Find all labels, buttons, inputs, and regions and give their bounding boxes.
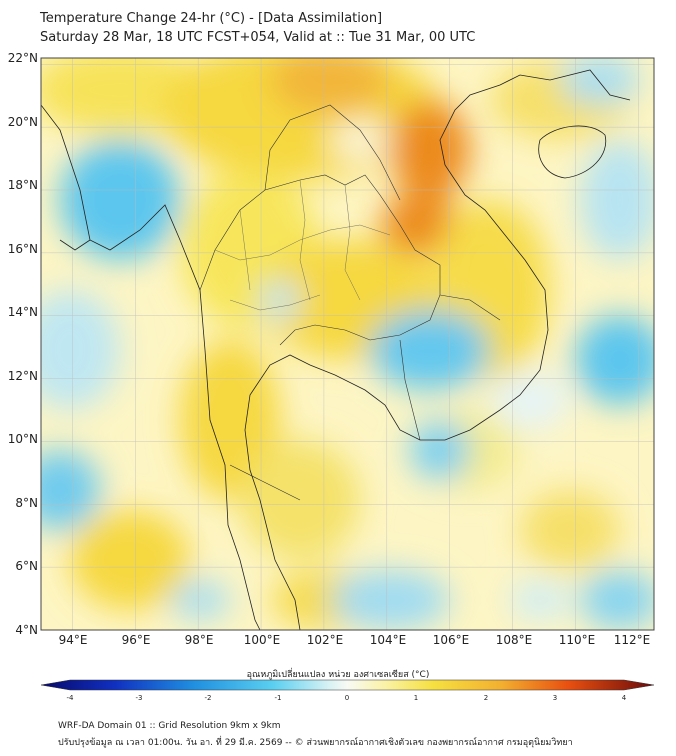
lat-label: 20°N: [7, 115, 38, 129]
colorbar-tick: -3: [135, 694, 143, 702]
colorbar-tick: 1: [413, 694, 419, 702]
lon-label: 104°E: [369, 633, 407, 647]
lon-label: 102°E: [306, 633, 344, 647]
colorbar-tick: 3: [552, 694, 558, 702]
lon-label: 96°E: [121, 633, 151, 647]
colorbar-label: อุณหภูมิเปลี่ยนแปลง หน่วย องศาเซลเซียส (…: [246, 670, 430, 680]
lat-label: 14°N: [7, 305, 38, 319]
footer-model-info: WRF-DA Domain 01 :: Grid Resolution 9km …: [58, 721, 281, 731]
temperature-field: [41, 58, 654, 630]
map-subtitle: Saturday 28 Mar, 18 UTC FCST+054, Valid …: [40, 30, 476, 45]
footer-credit: ปรับปรุงข้อมูล ณ เวลา 01:00น. วัน อา. ที…: [58, 738, 573, 748]
lat-label: 6°N: [15, 559, 38, 573]
lat-label: 4°N: [15, 623, 38, 637]
colorbar-tick: -1: [274, 694, 282, 702]
colorbar-tick: -2: [204, 694, 212, 702]
lat-label: 18°N: [7, 178, 38, 192]
lat-label: 12°N: [7, 369, 38, 383]
colorbar-tick: 4: [621, 694, 627, 702]
lon-label: 112°E: [613, 633, 651, 647]
colorbar-tick: 2: [483, 694, 489, 702]
coastlines: [41, 69, 631, 630]
lon-label: 106°E: [432, 633, 470, 647]
lat-label: 8°N: [15, 496, 38, 510]
map-graticule: [41, 58, 654, 630]
lon-label: 94°E: [58, 633, 88, 647]
colorbar-tick: -4: [66, 694, 74, 702]
colorbar-gradient: [40, 679, 655, 691]
map-title: Temperature Change 24-hr (°C) - [Data As…: [40, 11, 383, 26]
province-borders: [214, 179, 391, 311]
lat-label: 10°N: [7, 432, 38, 446]
lon-label: 98°E: [184, 633, 214, 647]
lat-label: 22°N: [7, 51, 38, 65]
lon-label: 100°E: [243, 633, 281, 647]
lon-label: 110°E: [558, 633, 596, 647]
lon-label: 108°E: [495, 633, 533, 647]
country-borders: [199, 104, 501, 501]
colorbar-tick: 0: [344, 694, 350, 702]
lat-label: 16°N: [7, 242, 38, 256]
map-frame: [40, 57, 655, 631]
colorbar: [40, 679, 655, 691]
